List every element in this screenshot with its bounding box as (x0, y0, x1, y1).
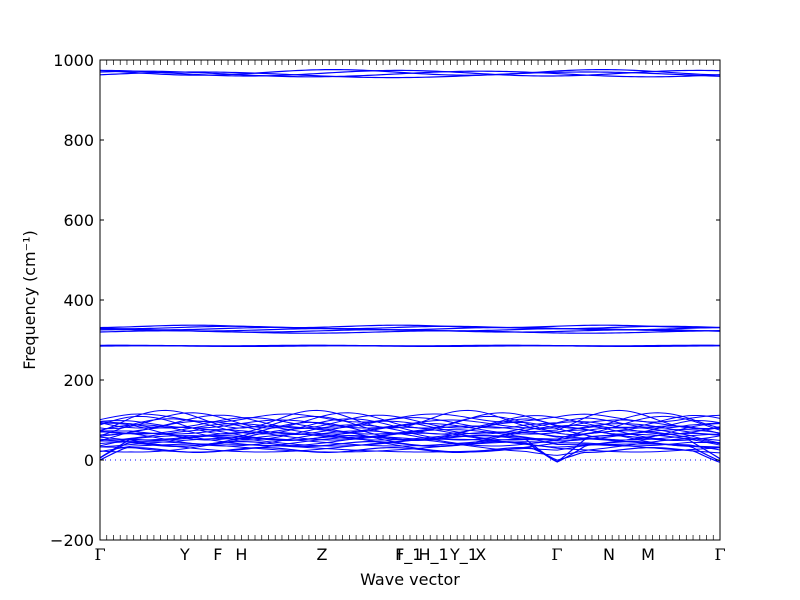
mid-upper-band (100, 326, 720, 331)
high-band (100, 71, 720, 79)
y-tick-label: 0 (84, 451, 94, 470)
mid-flat-band (100, 344, 720, 347)
y-tick-label: 400 (63, 291, 94, 310)
high-band (100, 68, 720, 76)
x-tick-label: X (475, 545, 486, 564)
mid-upper-band (100, 325, 720, 330)
low-band (100, 413, 720, 423)
x-tick-label: Y (179, 545, 190, 564)
y-tick-label: 1000 (53, 51, 94, 70)
low-band (100, 426, 720, 444)
x-axis: Γ Y F H Z IF_1H_1 Y_1X Γ N M Γ (94, 60, 726, 565)
x-tick-label: F_1 (395, 545, 422, 565)
band-lines (100, 68, 720, 463)
x-tick-label: Y_1 (449, 545, 478, 565)
low-band (100, 429, 720, 442)
x-tick-label: Γ (94, 545, 105, 564)
low-band (100, 412, 720, 430)
low-band (100, 409, 720, 432)
low-band (100, 415, 720, 435)
x-tick-label: N (603, 545, 615, 564)
y-tick-label: 200 (63, 371, 94, 390)
x-axis-label: Wave vector (360, 570, 460, 589)
low-band (100, 421, 720, 441)
x-tick-label: F (213, 545, 222, 564)
y-axis-label: Frequency (cm⁻¹) (20, 230, 39, 369)
x-tick-label: H (235, 545, 247, 564)
y-tick-label: 600 (63, 211, 94, 230)
y-axis: −200 0 200 400 600 800 1000 (50, 51, 720, 550)
x-tick-label: I (397, 545, 402, 564)
x-tick-label: M (641, 545, 655, 564)
x-tick-label: Γ (714, 545, 725, 564)
low-band (100, 427, 720, 448)
low-band (100, 417, 720, 429)
low-band (100, 425, 720, 438)
low-band (100, 414, 720, 429)
x-tick-label: H_1 (418, 545, 448, 565)
mid-upper-band (100, 324, 720, 329)
low-band (100, 419, 720, 430)
x-tick-label: Z (316, 545, 327, 564)
y-tick-label: −200 (50, 531, 94, 550)
x-tick-label: Γ (551, 545, 562, 564)
low-band (100, 423, 720, 436)
y-tick-label: 800 (63, 131, 94, 150)
